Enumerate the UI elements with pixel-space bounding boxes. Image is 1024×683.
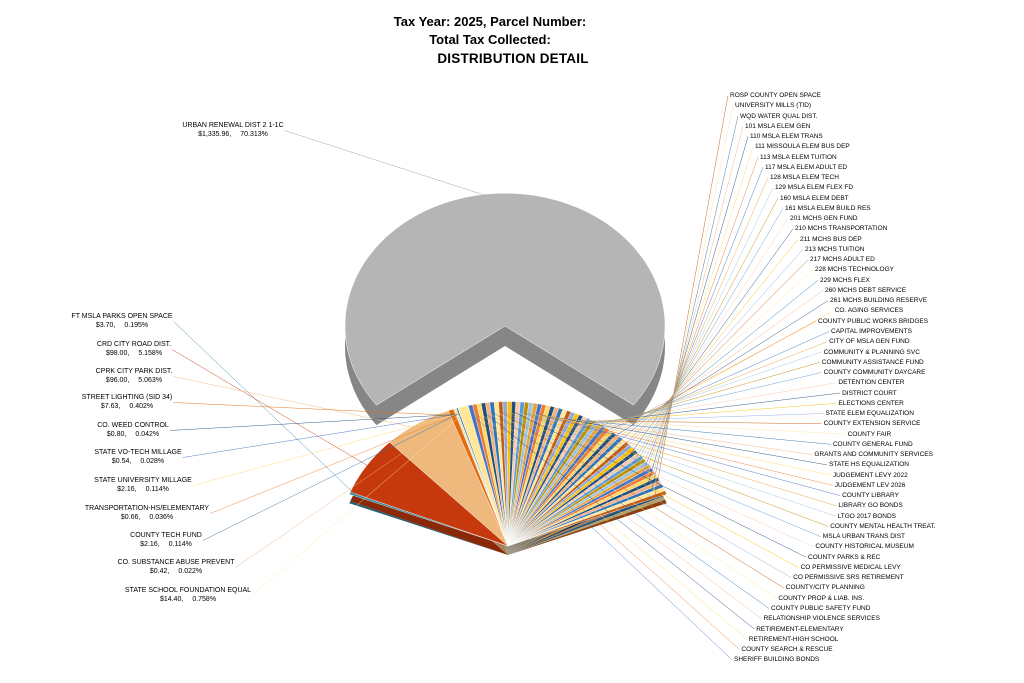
leader-line (521, 411, 821, 537)
leader-line (169, 414, 456, 431)
leader-line (525, 412, 829, 527)
report-title-line3: DISTRIBUTION DETAIL (437, 51, 589, 66)
leader-line (561, 419, 846, 435)
leader-line (171, 349, 373, 469)
leader-line (637, 187, 774, 470)
report-header: Tax Year: 2025, Parcel Number: Total Tax… (0, 13, 980, 68)
pie-slice-side (508, 496, 666, 555)
leader-line (619, 259, 809, 451)
leader-line (616, 269, 814, 449)
leader-line (182, 414, 457, 458)
leader-line (509, 411, 799, 568)
leader-line (173, 376, 421, 430)
leader-line (553, 417, 813, 455)
leader-line (537, 413, 841, 496)
leader-line (284, 130, 486, 196)
leader-line (501, 411, 784, 589)
leader-line (645, 146, 754, 481)
leader-line (627, 228, 794, 459)
leader-line (476, 414, 740, 650)
leader-line (192, 413, 458, 486)
leader-line (472, 414, 733, 660)
leader-line (634, 197, 779, 467)
leader-line (624, 238, 799, 456)
leader-line (613, 280, 819, 446)
pie-slice (507, 490, 667, 547)
leader-line (505, 411, 792, 578)
pie-slice-side (508, 493, 664, 555)
leader-line (251, 412, 466, 596)
main-pie-slice (344, 192, 666, 406)
leader-line (632, 208, 784, 464)
leader-line (488, 412, 762, 619)
leader-line (517, 411, 814, 548)
leader-line (492, 411, 770, 609)
report-title-line2: Total Tax Collected: (429, 32, 551, 47)
leader-line (513, 411, 807, 558)
leader-line (649, 126, 744, 487)
leader-line (235, 413, 461, 568)
leader-line (173, 402, 454, 416)
leader-line (583, 372, 822, 429)
leader-line (496, 411, 777, 599)
leader-line (210, 413, 459, 514)
leader-line (651, 115, 739, 490)
pie-slice (389, 410, 509, 547)
pie-slice-side (349, 501, 508, 555)
leader-line (647, 136, 749, 484)
leader-line (643, 156, 759, 478)
leader-line (576, 392, 841, 425)
leader-line (484, 412, 755, 630)
leader-line (202, 413, 460, 541)
leader-line (568, 413, 824, 423)
leader-line (564, 420, 822, 425)
leader-line (629, 218, 789, 461)
leader-line (603, 310, 833, 440)
pie-slice-side (508, 499, 667, 555)
leader-line (639, 177, 769, 472)
leader-line (641, 167, 764, 475)
leader-line (529, 412, 836, 517)
leader-line (533, 413, 837, 507)
leader-line (654, 95, 729, 497)
leader-line (653, 105, 734, 494)
leader-line (549, 416, 828, 466)
leader-line (557, 418, 831, 445)
leader-line (597, 331, 830, 436)
leader-line (541, 414, 833, 486)
report-title-line1: Tax Year: 2025, Parcel Number: (393, 14, 587, 29)
leader-line (545, 415, 831, 476)
leader-line (480, 413, 747, 640)
leader-line (572, 403, 837, 424)
leader-line (173, 321, 357, 496)
